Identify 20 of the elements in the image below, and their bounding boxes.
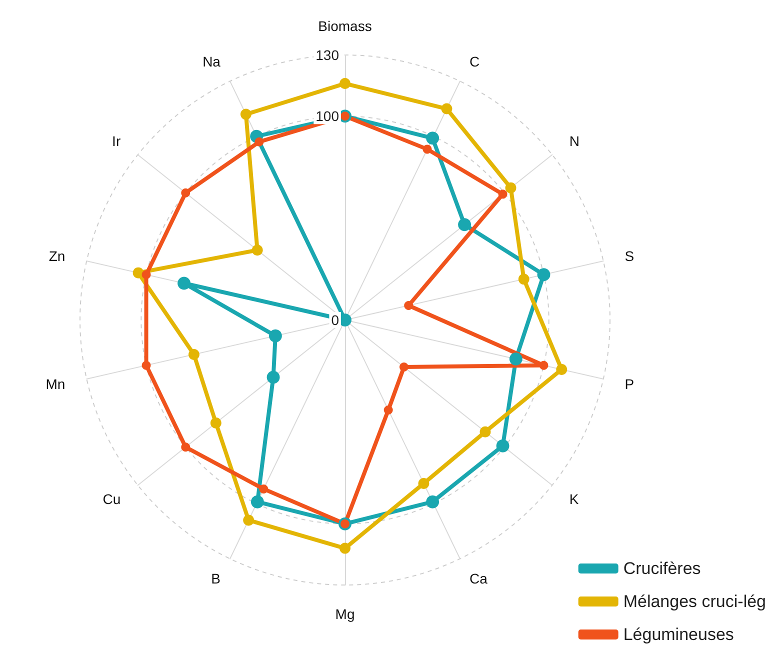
legend-label: Légumineuses bbox=[623, 625, 734, 644]
spoke-label: Mn bbox=[46, 376, 66, 392]
spoke-label: Na bbox=[202, 53, 221, 70]
spoke-label: Biomass bbox=[318, 18, 372, 34]
spoke-label: K bbox=[569, 490, 580, 507]
spoke-label: B bbox=[211, 570, 220, 587]
spoke-label: Cu bbox=[102, 490, 121, 507]
spoke-label: P bbox=[624, 376, 634, 392]
spoke-label: N bbox=[569, 133, 580, 150]
legend-label: Crucifères bbox=[623, 559, 701, 578]
spoke-label: Zn bbox=[48, 248, 66, 264]
spoke-label: C bbox=[470, 53, 480, 70]
y-tick-label: 100 bbox=[316, 108, 340, 124]
spoke-label: Ca bbox=[470, 570, 488, 587]
y-tick-label: 130 bbox=[316, 47, 340, 63]
legend-label: Mélanges cruci-lég bbox=[623, 592, 766, 611]
spoke-label: Mg bbox=[335, 606, 355, 622]
spoke-label: Ir bbox=[112, 133, 121, 150]
spoke-label: S bbox=[624, 248, 634, 264]
y-tick-label: 0 bbox=[331, 312, 340, 328]
